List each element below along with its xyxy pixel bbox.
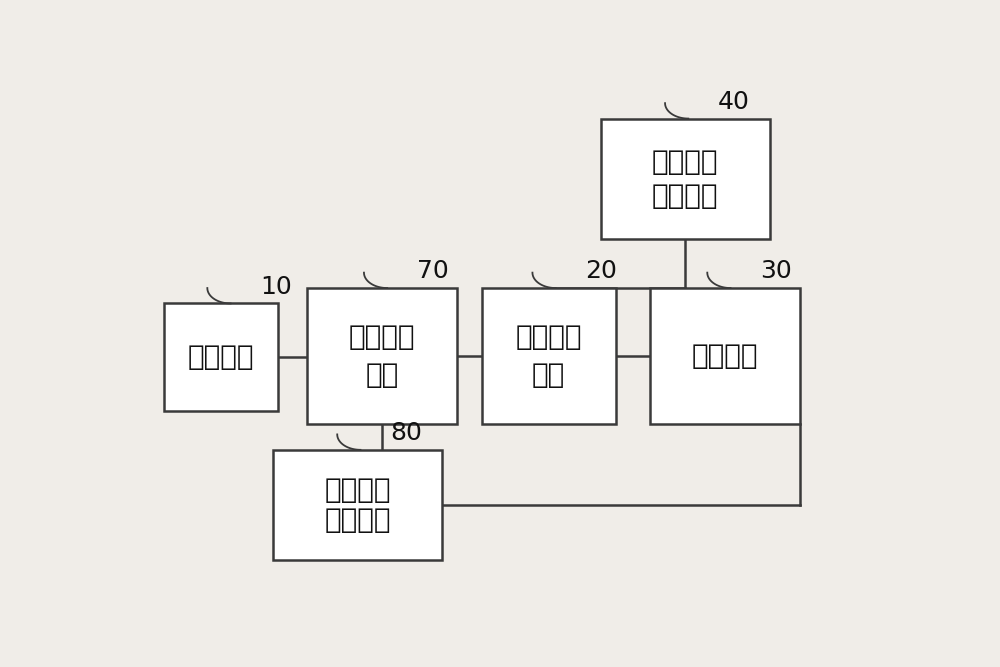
Text: 第三开关: 第三开关 [349, 323, 415, 351]
Text: 管理模块: 管理模块 [652, 182, 719, 210]
Text: 模块: 模块 [532, 361, 565, 389]
Bar [307, 288, 457, 424]
Text: 蓄电池组: 蓄电池组 [692, 342, 758, 370]
Text: 40: 40 [718, 89, 750, 113]
Bar [273, 450, 442, 560]
Text: 10: 10 [260, 275, 292, 299]
Text: 管理模块: 管理模块 [324, 506, 391, 534]
Text: 第一电池: 第一电池 [652, 148, 719, 176]
Text: 20: 20 [585, 259, 617, 283]
Text: 80: 80 [390, 421, 422, 445]
Bar [650, 288, 800, 424]
Text: 充电模块: 充电模块 [188, 344, 254, 372]
Bar [601, 119, 770, 239]
Text: 模块: 模块 [365, 361, 399, 389]
Text: 第一电池: 第一电池 [324, 476, 391, 504]
Bar [482, 288, 616, 424]
Text: 第一开关: 第一开关 [515, 323, 582, 351]
Bar [164, 303, 278, 412]
Text: 30: 30 [760, 259, 792, 283]
Text: 70: 70 [417, 259, 448, 283]
